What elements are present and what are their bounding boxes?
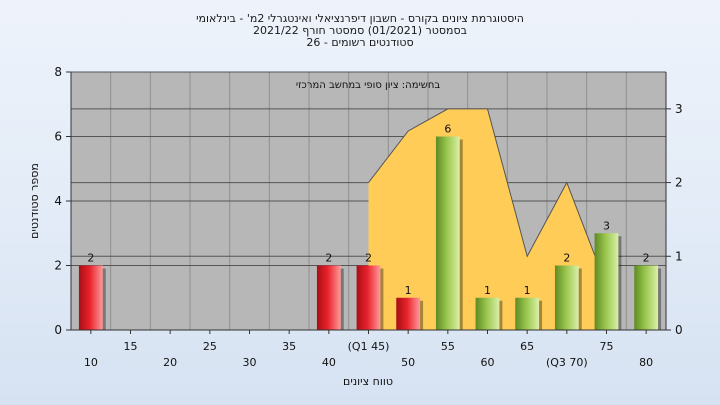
bar-80 xyxy=(634,265,659,330)
data-label: 1 xyxy=(405,284,412,297)
x-tick-label: 30 xyxy=(243,356,257,369)
data-label: 3 xyxy=(603,219,610,232)
x-tick-label: 50 xyxy=(401,356,415,369)
bar-65 xyxy=(515,297,540,330)
chart-title: היסטוגרמת ציונים בקורס - חשבון דיפרנציאל… xyxy=(196,12,524,49)
area-outline xyxy=(368,108,607,286)
x-tick-label: 20 xyxy=(163,356,177,369)
secondary-y-axis-ticks: 0 1 2 3 xyxy=(666,102,683,337)
y-tick-label: 4 xyxy=(54,194,62,208)
y2-tick-label: 2 xyxy=(675,176,683,190)
bar-40 xyxy=(316,265,341,330)
chart-title-line-1: היסטוגרמת ציונים בקורס - חשבון דיפרנציאל… xyxy=(196,12,524,25)
x-tick-label: 35 xyxy=(282,340,296,353)
x-tick-label: 55 xyxy=(441,340,455,353)
data-label: 1 xyxy=(484,284,491,297)
y-tick-label: 0 xyxy=(54,323,62,337)
bar-55 xyxy=(435,136,460,330)
chart-annotation: בחשימה: ציון סופי במחשב המרכזי xyxy=(296,80,441,91)
bar-(Q3 70) xyxy=(554,265,579,330)
data-label: 2 xyxy=(365,252,372,265)
x-tick-label: 40 xyxy=(322,356,336,369)
y-tick-label: 8 xyxy=(54,65,62,79)
x-tick-label: 25 xyxy=(203,340,217,353)
bar-75 xyxy=(594,233,619,330)
chart-title-line-3: סטודנטים רשומים - 26 xyxy=(306,36,413,49)
chart-title-line-2: בסמסטר (01/2021) סמסטר חורף 2021/22 xyxy=(253,24,467,37)
y-axis-ticks: 0 2 4 6 8 xyxy=(54,65,71,337)
data-label: 2 xyxy=(87,252,94,265)
x-tick-label: (Q3 70) xyxy=(546,356,588,369)
y-tick-label: 6 xyxy=(54,130,62,144)
x-axis-ticks: 10 15 20 25 30 35 40 (Q1 45) 50 55 60 65 (Q3 70) 75 80 xyxy=(84,330,653,369)
x-axis-title: טווח ציונים xyxy=(343,375,393,388)
data-label: 1 xyxy=(524,284,531,297)
data-label: 2 xyxy=(563,252,570,265)
y2-tick-label: 1 xyxy=(675,249,683,263)
data-label: 6 xyxy=(444,123,451,136)
area-series-edges xyxy=(368,108,607,286)
y2-tick-label: 3 xyxy=(675,102,683,116)
x-tick-label: 75 xyxy=(600,340,614,353)
bar-60 xyxy=(475,297,500,330)
y2-tick-label: 0 xyxy=(675,323,683,337)
x-tick-label: (Q1 45) xyxy=(348,340,390,353)
data-label: 2 xyxy=(643,252,650,265)
x-tick-label: 60 xyxy=(481,356,495,369)
bar-(Q1 45) xyxy=(356,265,381,330)
data-label: 2 xyxy=(325,252,332,265)
x-tick-label: 10 xyxy=(84,356,98,369)
bar-series xyxy=(78,136,662,330)
bar-50 xyxy=(396,297,421,330)
area-series xyxy=(368,108,607,331)
y-axis-title: מספר סטודנטים xyxy=(28,163,41,239)
x-tick-label: 80 xyxy=(639,356,653,369)
x-tick-label: 15 xyxy=(124,340,138,353)
y-tick-label: 2 xyxy=(54,259,62,273)
x-tick-label: 65 xyxy=(520,340,534,353)
bar-10 xyxy=(78,265,103,330)
